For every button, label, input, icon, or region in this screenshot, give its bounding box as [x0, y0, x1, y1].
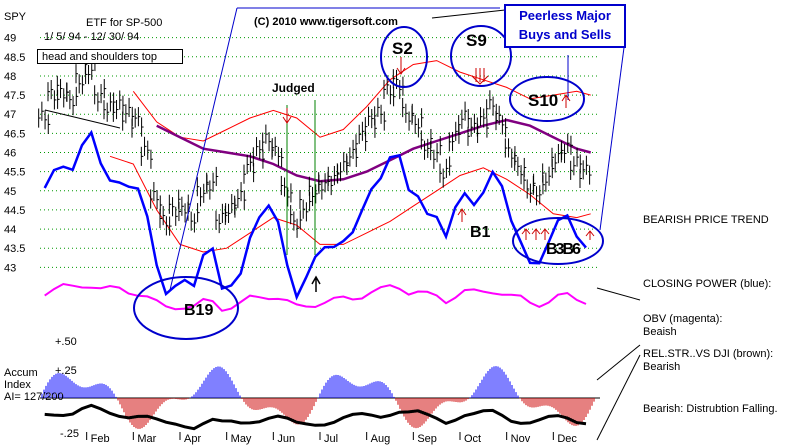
b-cluster-arrows: [521, 228, 595, 240]
y-tick-label: 43: [4, 262, 16, 274]
signal-s10: S10: [528, 91, 558, 110]
note-obv-line2: Beaish: [643, 326, 677, 338]
b19-circle: [133, 276, 239, 340]
pointer-line: [599, 39, 626, 231]
annotations: [44, 7, 641, 441]
judged-arrow: [282, 108, 292, 124]
price-bars: [38, 51, 592, 238]
pointer-line: [169, 7, 238, 291]
x-tick-label: Dec: [557, 433, 577, 445]
relative-strength-line: [44, 403, 587, 431]
note-distribution-text: Bearish: Distrubtion Falling.: [643, 403, 778, 415]
upper-band-line: [132, 60, 591, 142]
note-relstr: REL.STR..VS DJI (brown): Bearish: [643, 348, 799, 374]
signal-b1: B1: [470, 224, 491, 241]
x-tick-label: May: [231, 433, 252, 445]
price-gridlines: [40, 37, 600, 268]
accum-index-panel: [40, 366, 600, 431]
s2-arrow: [396, 57, 406, 75]
accum-tick-plus50: +.50: [55, 336, 77, 348]
pointer-line: [596, 287, 641, 301]
y-tick-label: 49: [4, 33, 16, 45]
pointer-line: [596, 354, 641, 441]
signal-s2: S2: [392, 39, 413, 58]
x-tick-labels: Feb Mar Apr May Jun Jul Aug Sep Oct Nov Dec: [86, 432, 577, 445]
x-tick-label: Oct: [464, 433, 481, 445]
note-relstr-line1: REL.STR..VS DJI (brown):: [643, 348, 774, 360]
indicator-lines: [43, 129, 587, 312]
s10-circle: [509, 76, 585, 122]
date-range: 1/ 5/ 94 - 12/ 30/ 94: [44, 31, 139, 43]
pointer-line: [431, 9, 506, 19]
judged-label: Judged: [272, 81, 315, 95]
y-tick-label: 45.5: [4, 167, 25, 179]
accum-label-2: Index: [4, 379, 31, 391]
pointer-line: [596, 344, 641, 381]
pattern-label: head and shoulders top: [42, 51, 157, 63]
obv-line: [44, 282, 587, 312]
s9-arrow: [471, 68, 489, 85]
x-tick-label: Jul: [324, 433, 338, 445]
envelope-bands: [109, 60, 591, 253]
accum-tick-minus25: -.25: [60, 428, 79, 440]
x-tick-label: Mar: [137, 433, 156, 445]
accum-label-3: AI= 127/200: [4, 391, 64, 403]
y-tick-label: 47.5: [4, 90, 25, 102]
closing-power-line: [43, 129, 587, 301]
y-tick-label: 46: [4, 148, 16, 160]
y-tick-label: 44: [4, 224, 16, 236]
moving-average-line: [156, 118, 592, 183]
b1-arrow: [457, 208, 467, 222]
s2-circle: [380, 26, 428, 88]
y-tick-label: 48.5: [4, 52, 25, 64]
moving-average: [156, 118, 592, 183]
note-obv: OBV (magenta): Beaish: [643, 313, 799, 339]
x-tick-label: Aug: [371, 433, 391, 445]
b19-arrow: [311, 275, 321, 292]
signal-b-cluster: B3B6: [546, 241, 581, 258]
y-tick-label: 48: [4, 71, 16, 83]
y-tick-label: 46.5: [4, 128, 25, 140]
y-tick-labels: 49 48.5 48 47.5 47 46.5 46 45.5 45 44.5 44 43.5 43: [4, 33, 25, 275]
b-cluster-circle: [512, 217, 604, 265]
peerless-title-box: Peerless Major Buys and Sells: [504, 4, 626, 48]
y-tick-label: 47: [4, 109, 16, 121]
note-closing-power-text: CLOSING POWER (blue):: [643, 278, 772, 290]
pattern-label-box: head and shoulders top: [37, 49, 183, 64]
note-distribution: Bearish: Distrubtion Falling.: [643, 403, 799, 416]
copyright-label: (C) 2010 www.tigersoft.com: [254, 16, 398, 28]
s9-circle: [450, 25, 512, 87]
x-tick-label: Jun: [277, 433, 295, 445]
etf-label: ETF for SP-500: [86, 17, 162, 29]
y-tick-label: 44.5: [4, 205, 25, 217]
signal-b19: B19: [184, 302, 213, 319]
neckline: [44, 109, 121, 129]
x-tick-label: Sep: [417, 433, 437, 445]
note-relstr-line2: Bearish: [643, 361, 681, 373]
title-line-1: Peerless Major: [519, 8, 611, 23]
signal-s9: S9: [466, 31, 487, 50]
y-tick-label: 43.5: [4, 243, 25, 255]
x-tick-label: Nov: [511, 433, 531, 445]
note-bearish-trend-text: BEARISH PRICE TREND: [643, 214, 769, 226]
title-line-2: Buys and Sells: [518, 27, 612, 42]
lower-band-line: [109, 155, 591, 253]
x-tick-label: Feb: [91, 433, 110, 445]
y-tick-label: 45: [4, 186, 16, 198]
note-obv-line1: OBV (magenta):: [643, 313, 723, 325]
accum-label-1: Accum: [4, 367, 38, 379]
x-tick-label: Apr: [184, 433, 201, 445]
s10-arrow: [561, 94, 571, 108]
note-bearish-trend: BEARISH PRICE TREND: [643, 214, 799, 227]
symbol-label: SPY: [4, 11, 27, 23]
accum-tick-plus25: +.25: [55, 365, 77, 377]
note-closing-power: CLOSING POWER (blue):: [643, 278, 799, 291]
